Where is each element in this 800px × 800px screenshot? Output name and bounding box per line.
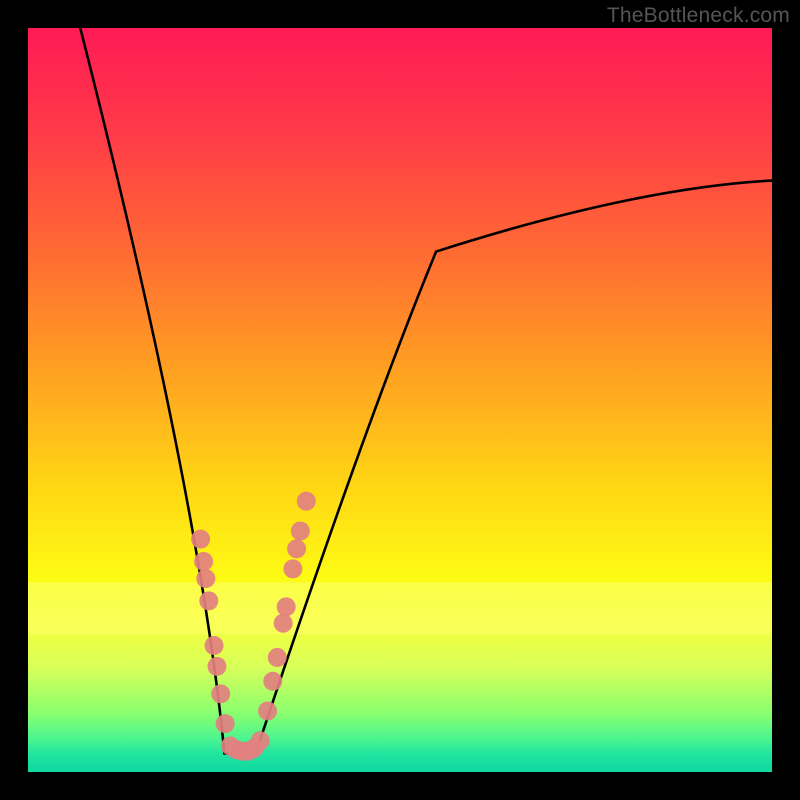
marker-dot (199, 591, 218, 610)
marker-dot (277, 597, 296, 616)
marker-dot (283, 559, 302, 578)
marker-dot (291, 521, 310, 540)
marker-dot (205, 636, 224, 655)
marker-dot (191, 530, 210, 549)
bright-yellow-band (28, 582, 772, 634)
marker-dot (211, 684, 230, 703)
marker-dot (196, 569, 215, 588)
figure-root: TheBottleneck.com (0, 0, 800, 800)
marker-dot (258, 701, 277, 720)
marker-dot (251, 731, 270, 750)
marker-dot (216, 714, 235, 733)
chart-svg (0, 0, 800, 800)
marker-dot (207, 657, 226, 676)
plot-gradient-bg (28, 28, 772, 772)
marker-dot (268, 648, 287, 667)
marker-dot (297, 492, 316, 511)
marker-dot (274, 614, 293, 633)
marker-dot (287, 539, 306, 558)
marker-dot (263, 672, 282, 691)
marker-dot (194, 552, 213, 571)
watermark-text: TheBottleneck.com (607, 4, 790, 28)
